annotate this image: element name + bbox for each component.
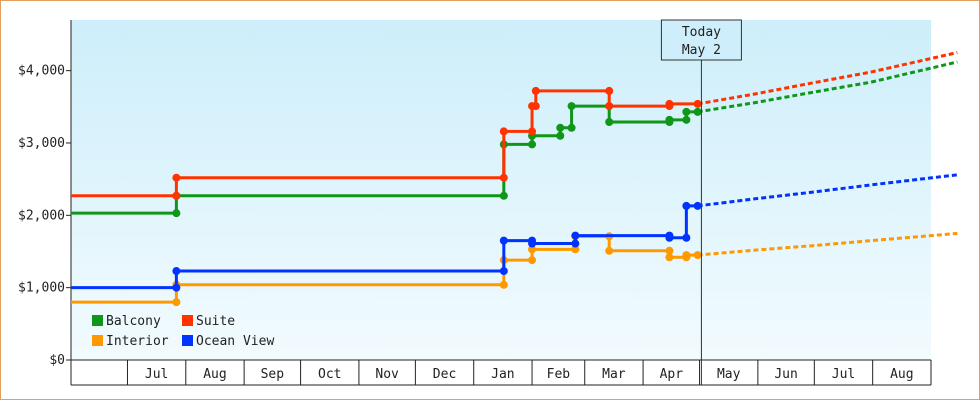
data-point (693, 251, 702, 260)
data-point (665, 253, 674, 262)
x-tick-label: May (717, 367, 741, 382)
data-point (499, 191, 508, 200)
legend-swatch (92, 315, 103, 326)
data-point (172, 267, 181, 276)
data-point (528, 140, 537, 149)
legend-item-label: Interior (106, 334, 169, 349)
series-forecast-line (697, 231, 958, 257)
data-point (528, 127, 537, 136)
data-point (682, 201, 691, 210)
plot-background (71, 20, 931, 360)
legend-swatch (92, 335, 103, 346)
y-tick-label: $1,000 (18, 281, 65, 296)
data-point (528, 256, 537, 265)
data-point (528, 239, 537, 248)
data-point (172, 191, 181, 200)
y-tick-label: $0 (49, 353, 65, 368)
y-tick-label: $2,000 (18, 208, 65, 223)
data-point (556, 131, 565, 140)
x-axis: Jul Aug Sep Oct Nov Dec Jan Feb Mar Apr May Jun Jul A… (71, 359, 932, 386)
x-tick-label: Jun (774, 367, 797, 382)
legend: Balcony Suite Interior Ocean View (92, 314, 274, 349)
data-point (172, 173, 181, 182)
x-tick-label: Oct (318, 367, 341, 382)
series-forecast-line (697, 60, 958, 114)
data-point (499, 267, 508, 276)
data-point (567, 102, 576, 111)
y-tick-label: $4,000 (18, 64, 65, 79)
data-point (499, 127, 508, 136)
x-tick-label: Jul (145, 367, 168, 382)
data-point (693, 107, 702, 116)
x-tick-label: Jul (832, 367, 855, 382)
data-point (172, 298, 181, 307)
data-point (556, 123, 565, 132)
y-tick-label: $3,000 (18, 136, 65, 151)
legend-swatch (182, 335, 193, 346)
data-point (499, 173, 508, 182)
data-point (499, 236, 508, 245)
x-tick-label: Dec (433, 367, 456, 382)
data-point (571, 239, 580, 248)
data-point (665, 246, 674, 255)
data-point (531, 102, 540, 111)
x-tick-label: Apr (660, 367, 684, 382)
x-tick-label: Aug (890, 367, 913, 382)
legend-item-label: Ocean View (196, 334, 274, 349)
data-point (499, 280, 508, 289)
series-forecast-line (697, 173, 958, 208)
x-tick-label: Nov (375, 367, 399, 382)
data-point (531, 86, 540, 95)
today-label: Today (682, 25, 721, 40)
data-point (605, 86, 614, 95)
legend-item-label: Balcony (106, 314, 161, 329)
data-point (172, 283, 181, 292)
data-point (665, 99, 674, 108)
data-point (682, 115, 691, 124)
data-point (693, 201, 702, 210)
legend-item-label: Suite (196, 314, 235, 329)
data-point (693, 99, 702, 108)
data-point (605, 118, 614, 126)
y-axis: $0 $1,000 $2,000 $3,000 $4,000 (18, 20, 72, 385)
data-point (528, 245, 537, 254)
data-point (682, 233, 691, 242)
x-tick-label: Jan (491, 367, 514, 382)
data-point (682, 251, 691, 260)
today-date: May 2 (682, 43, 721, 58)
data-point (571, 245, 580, 254)
data-point (567, 123, 576, 132)
x-tick-label: Sep (261, 367, 285, 382)
x-tick-label: Mar (602, 367, 626, 382)
series-layer (71, 51, 958, 307)
legend-swatch (182, 315, 193, 326)
x-tick-label: Feb (547, 367, 571, 382)
data-point (605, 246, 614, 255)
today-marker: Today May 2 (660, 19, 742, 385)
data-point (172, 209, 181, 218)
series-ocean-view (71, 173, 958, 292)
data-point (605, 102, 614, 111)
today-box (660, 19, 742, 61)
data-point (665, 233, 674, 242)
data-point (665, 115, 674, 124)
data-point (682, 107, 691, 116)
x-tick-label: Aug (203, 367, 226, 382)
series-suite (71, 51, 958, 200)
series-forecast-line (697, 51, 958, 106)
data-point (571, 231, 580, 240)
